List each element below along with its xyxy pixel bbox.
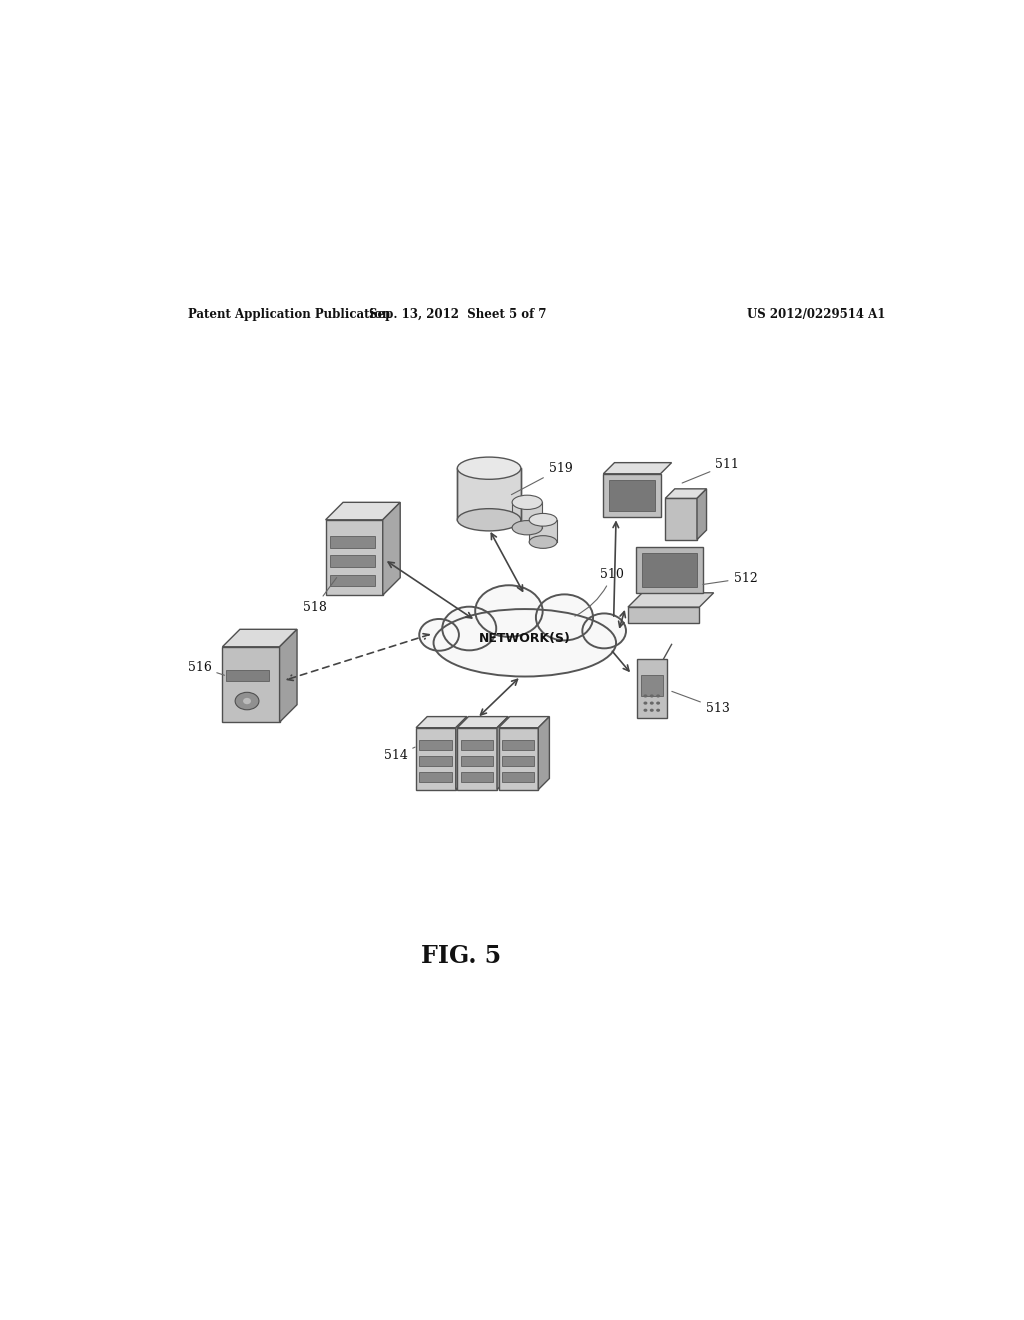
Polygon shape xyxy=(326,503,400,520)
Ellipse shape xyxy=(656,694,660,697)
Polygon shape xyxy=(697,488,707,540)
Bar xyxy=(502,741,535,750)
Polygon shape xyxy=(666,499,697,540)
Bar xyxy=(637,659,667,718)
Text: 513: 513 xyxy=(672,692,730,715)
Bar xyxy=(226,671,269,681)
Text: 516: 516 xyxy=(187,660,224,676)
Ellipse shape xyxy=(656,709,660,711)
Text: 512: 512 xyxy=(702,572,758,585)
Ellipse shape xyxy=(583,614,626,648)
Ellipse shape xyxy=(536,594,593,640)
Polygon shape xyxy=(603,474,660,517)
Polygon shape xyxy=(666,488,707,499)
Bar xyxy=(502,756,535,766)
Polygon shape xyxy=(609,480,655,511)
Ellipse shape xyxy=(442,607,497,651)
Polygon shape xyxy=(628,593,714,607)
Ellipse shape xyxy=(650,694,653,697)
Ellipse shape xyxy=(650,701,653,705)
Ellipse shape xyxy=(419,619,459,651)
Ellipse shape xyxy=(643,694,647,697)
Polygon shape xyxy=(628,607,699,623)
Ellipse shape xyxy=(419,619,459,651)
Polygon shape xyxy=(280,630,297,722)
Bar xyxy=(641,675,663,696)
Ellipse shape xyxy=(583,614,626,648)
Polygon shape xyxy=(222,647,280,722)
Polygon shape xyxy=(499,717,550,727)
Text: 514: 514 xyxy=(384,747,415,763)
Polygon shape xyxy=(512,503,543,528)
Polygon shape xyxy=(603,462,672,474)
Text: 511: 511 xyxy=(682,458,739,483)
Polygon shape xyxy=(222,630,297,647)
Bar xyxy=(461,756,494,766)
Text: FIG. 5: FIG. 5 xyxy=(421,944,502,969)
Polygon shape xyxy=(497,717,508,789)
Polygon shape xyxy=(456,717,467,789)
Ellipse shape xyxy=(243,698,251,704)
Ellipse shape xyxy=(536,594,593,640)
Polygon shape xyxy=(416,727,456,789)
Polygon shape xyxy=(636,546,703,593)
Bar xyxy=(330,574,375,586)
Text: Sep. 13, 2012  Sheet 5 of 7: Sep. 13, 2012 Sheet 5 of 7 xyxy=(369,308,546,321)
Ellipse shape xyxy=(512,495,543,510)
Bar xyxy=(330,536,375,548)
Bar xyxy=(502,772,535,781)
Ellipse shape xyxy=(433,609,616,677)
Polygon shape xyxy=(642,553,696,587)
Ellipse shape xyxy=(236,692,259,710)
Bar xyxy=(419,756,452,766)
Ellipse shape xyxy=(656,701,660,705)
Ellipse shape xyxy=(442,607,497,651)
Ellipse shape xyxy=(458,508,521,531)
Ellipse shape xyxy=(650,709,653,711)
Text: 510: 510 xyxy=(574,568,624,616)
Ellipse shape xyxy=(458,457,521,479)
Text: 518: 518 xyxy=(303,578,337,614)
Ellipse shape xyxy=(643,709,647,711)
Ellipse shape xyxy=(512,520,543,535)
Bar xyxy=(419,772,452,781)
Polygon shape xyxy=(499,727,539,789)
Bar xyxy=(461,772,494,781)
Ellipse shape xyxy=(475,585,543,636)
Ellipse shape xyxy=(433,609,616,677)
Text: US 2012/0229514 A1: US 2012/0229514 A1 xyxy=(748,308,886,321)
Polygon shape xyxy=(539,717,550,789)
Polygon shape xyxy=(383,503,400,595)
Text: 519: 519 xyxy=(511,462,572,495)
Ellipse shape xyxy=(529,513,557,527)
Polygon shape xyxy=(326,520,383,595)
Bar xyxy=(330,556,375,566)
Ellipse shape xyxy=(529,536,557,548)
Polygon shape xyxy=(458,717,508,727)
Ellipse shape xyxy=(475,585,543,636)
Bar xyxy=(461,741,494,750)
Text: NETWORK(S): NETWORK(S) xyxy=(479,631,570,644)
Polygon shape xyxy=(416,717,467,727)
Bar xyxy=(419,741,452,750)
Ellipse shape xyxy=(643,701,647,705)
Polygon shape xyxy=(529,520,557,543)
Polygon shape xyxy=(458,727,497,789)
Polygon shape xyxy=(458,469,521,520)
Text: Patent Application Publication: Patent Application Publication xyxy=(187,308,390,321)
